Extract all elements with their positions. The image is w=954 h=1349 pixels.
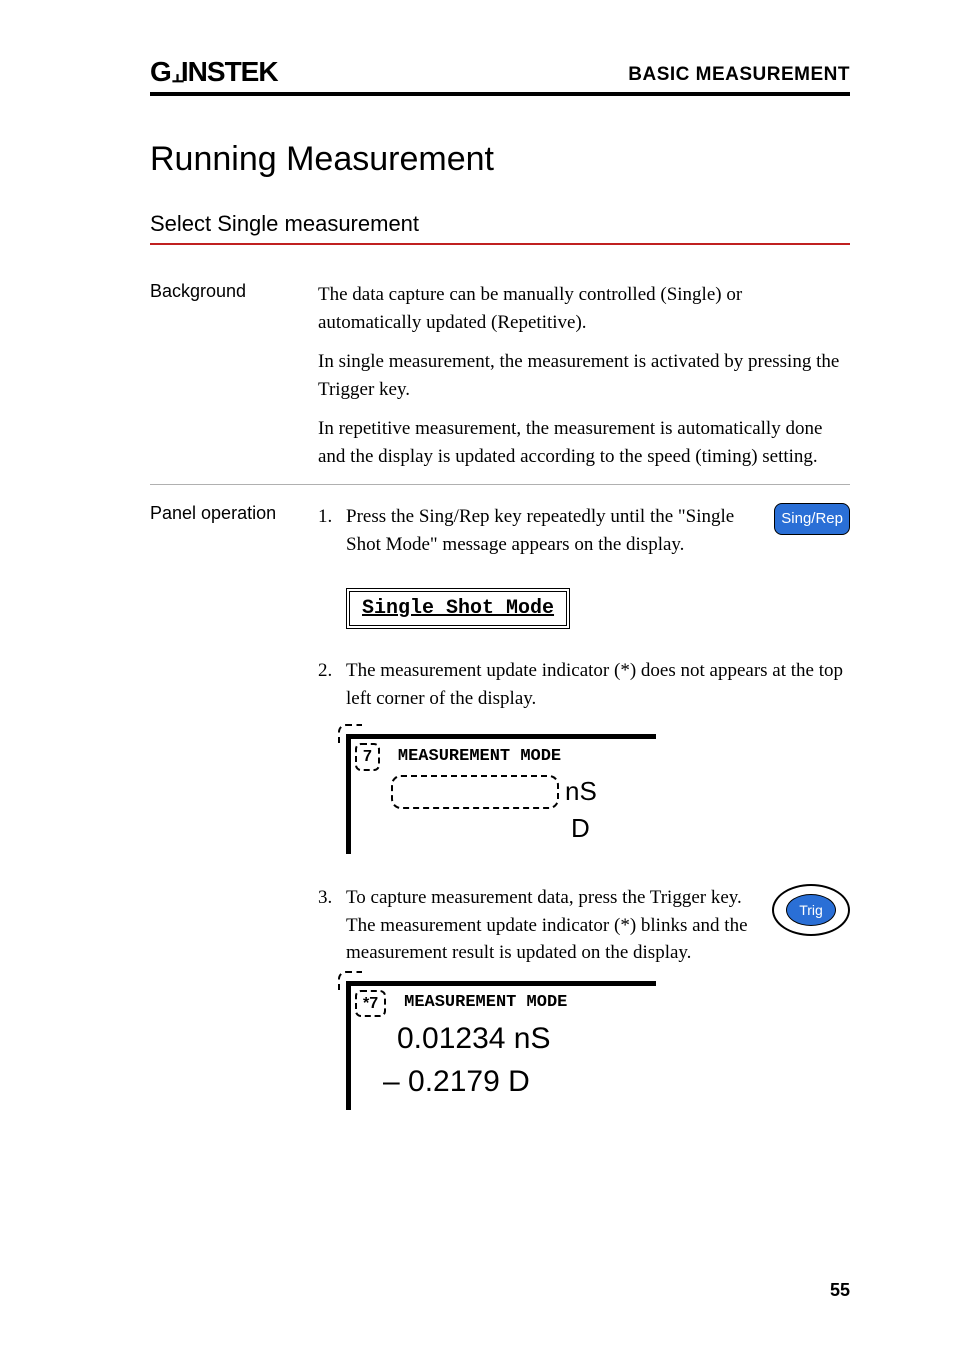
lcd1-topline: 7 MEASUREMENT MODE — [357, 743, 646, 770]
background-p2: In single measurement, the measurement i… — [318, 348, 850, 403]
lcd2-corner-highlight — [338, 971, 362, 993]
background-p1: The data capture can be manually control… — [318, 281, 850, 336]
lcd2-mode: MEASUREMENT MODE — [404, 991, 567, 1016]
panel-operation-content: 1. Press the Sing/Rep key repeatedly unt… — [318, 503, 850, 1110]
single-shot-message-box: Single Shot Mode — [318, 580, 850, 629]
step-2: 2. The measurement update indicator (*) … — [318, 657, 850, 712]
single-shot-mode-text: Single Shot Mode — [346, 588, 570, 629]
step-3-text: To capture measurement data, press the T… — [346, 884, 758, 967]
lcd-display-2: *7 MEASUREMENT MODE 0.01234 nS – 0.2179 … — [346, 981, 850, 1110]
step-3-key-area: Trig — [758, 884, 850, 967]
step-1-text: Press the Sing/Rep key repeatedly until … — [346, 503, 758, 558]
lcd1-frame: 7 MEASUREMENT MODE nS D — [346, 734, 656, 854]
lcd1-mode: MEASUREMENT MODE — [398, 745, 561, 770]
logo-g: G — [150, 56, 172, 87]
background-row: Background The data capture can be manua… — [150, 281, 850, 470]
lcd1-unit-d: D — [571, 810, 646, 848]
sing-rep-key: Sing/Rep — [774, 503, 850, 535]
step-2-text: The measurement update indicator (*) doe… — [346, 657, 850, 712]
lcd2-value-1: 0.01234 nS — [397, 1017, 646, 1061]
page-header: G⫠INSTEK BASIC MEASUREMENT — [150, 56, 850, 96]
page-title: Running Measurement — [150, 140, 850, 179]
background-label: Background — [150, 281, 318, 302]
brand-logo: G⫠INSTEK — [150, 56, 278, 88]
lcd2-topline: *7 MEASUREMENT MODE — [357, 990, 646, 1017]
lcd-display-1: 7 MEASUREMENT MODE nS D — [346, 734, 850, 854]
background-content: The data capture can be manually control… — [318, 281, 850, 470]
chapter-title: BASIC MEASUREMENT — [628, 64, 850, 88]
lcd1-indicator: 7 — [355, 743, 380, 770]
lcd1-value-row: nS — [391, 773, 646, 811]
background-p3: In repetitive measurement, the measureme… — [318, 415, 850, 470]
lcd1-unit-ns: nS — [565, 773, 597, 811]
logo-instek: INSTEK — [181, 56, 278, 87]
lcd2-frame: *7 MEASUREMENT MODE 0.01234 nS – 0.2179 … — [346, 981, 656, 1110]
lcd2-value-2: – 0.2179 D — [383, 1060, 646, 1104]
page-number: 55 — [830, 1280, 850, 1301]
lcd2-indicator: *7 — [355, 990, 386, 1017]
step-3: 3. To capture measurement data, press th… — [318, 884, 850, 967]
panel-operation-label: Panel operation — [150, 503, 318, 524]
step-1-key-area: Sing/Rep — [758, 503, 850, 558]
lcd1-value-placeholder — [391, 775, 559, 809]
step-2-number: 2. — [318, 657, 346, 712]
panel-operation-row: Panel operation 1. Press the Sing/Rep ke… — [150, 503, 850, 1110]
section-title: Select Single measurement — [150, 211, 850, 245]
trig-key-outer: Trig — [772, 884, 850, 936]
lcd1-corner-highlight — [338, 724, 362, 746]
step-1: 1. Press the Sing/Rep key repeatedly unt… — [318, 503, 850, 558]
trig-key: Trig — [786, 894, 836, 926]
step-3-number: 3. — [318, 884, 346, 967]
step-1-number: 1. — [318, 503, 346, 558]
divider — [150, 484, 850, 485]
